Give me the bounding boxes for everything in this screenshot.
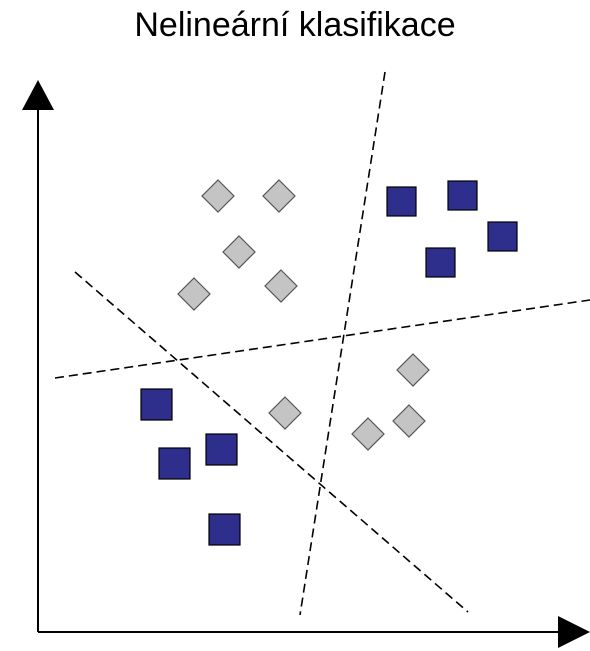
diamond-point	[396, 353, 430, 387]
diamond-point	[264, 269, 298, 303]
boundary-line-1	[299, 71, 386, 616]
diamond-point	[392, 404, 426, 438]
square-point	[208, 513, 241, 546]
diamond-point	[262, 179, 296, 213]
class-a-points	[140, 180, 518, 546]
y-axis-arrow-icon	[22, 80, 54, 110]
square-point	[487, 221, 518, 252]
square-point	[386, 186, 417, 217]
square-point	[425, 247, 456, 278]
diagram-title: Nelineární klasifikace	[134, 6, 456, 44]
diamond-point	[201, 179, 235, 213]
square-point	[140, 388, 173, 421]
square-point	[447, 180, 478, 211]
square-point	[158, 447, 191, 480]
diamond-point	[177, 277, 211, 311]
class-b-points	[177, 179, 430, 451]
square-point	[205, 433, 238, 466]
diamond-point	[351, 417, 385, 451]
x-axis-arrow-icon	[558, 616, 590, 648]
boundary-line-2	[54, 299, 590, 379]
boundary-line-3	[74, 271, 469, 613]
diamond-point	[222, 235, 256, 269]
diamond-point	[268, 396, 302, 430]
